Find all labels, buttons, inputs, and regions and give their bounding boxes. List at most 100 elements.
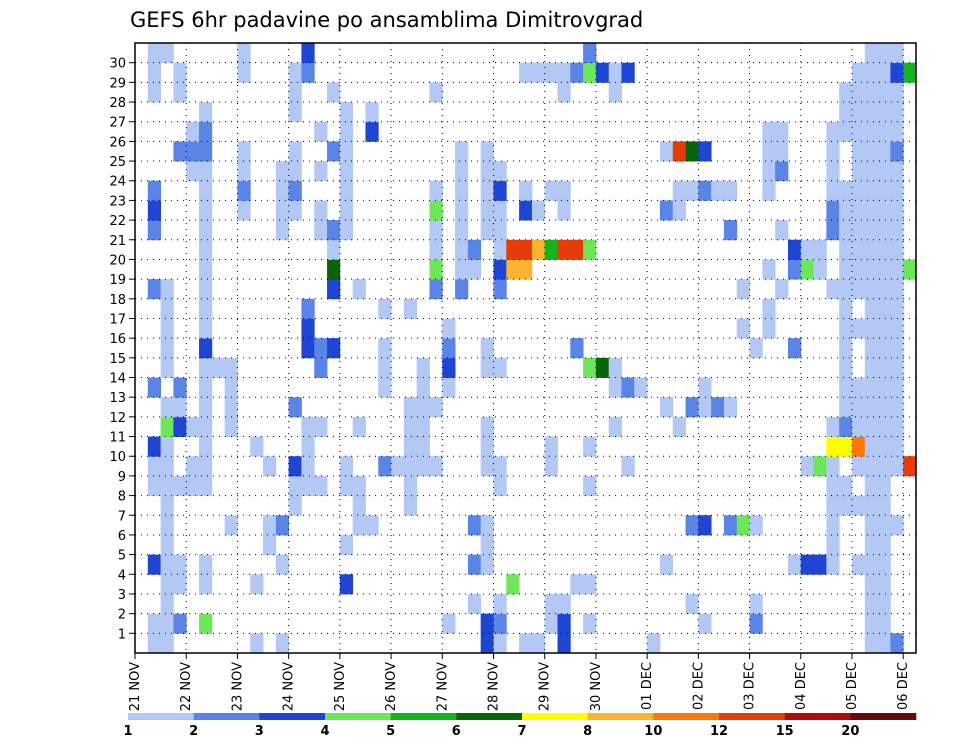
heatmap-cell xyxy=(250,574,264,595)
heatmap-cell xyxy=(199,141,213,162)
heatmap-cell xyxy=(199,279,213,300)
heatmap-cell xyxy=(890,377,904,398)
heatmap-cell xyxy=(839,200,853,221)
x-tick-label: 23 NOV xyxy=(230,662,245,711)
heatmap-cell xyxy=(864,239,878,260)
heatmap-cell xyxy=(813,554,827,575)
y-tick-label: 4 xyxy=(118,568,126,583)
heatmap-cell xyxy=(147,180,161,201)
heatmap-cell xyxy=(365,121,379,142)
heatmap-cell xyxy=(301,338,315,359)
heatmap-cell xyxy=(429,259,443,280)
heatmap-cell xyxy=(173,574,187,595)
heatmap-cell xyxy=(467,554,482,575)
y-tick-label: 15 xyxy=(109,352,126,367)
heatmap-cell xyxy=(877,633,891,654)
heatmap-cell xyxy=(160,515,174,536)
heatmap-cell xyxy=(339,574,354,595)
heatmap-cell xyxy=(365,102,379,123)
heatmap-cell xyxy=(877,121,891,142)
heatmap-cell xyxy=(263,456,277,477)
heatmap-cell xyxy=(147,62,161,83)
heatmap-cell xyxy=(877,554,891,575)
heatmap-cell xyxy=(327,82,341,103)
y-tick-label: 1 xyxy=(118,627,126,642)
heatmap-cell xyxy=(608,62,622,83)
heatmap-cell xyxy=(749,338,763,359)
heatmap-cell xyxy=(634,377,648,398)
heatmap-cell xyxy=(826,220,840,241)
heatmap-cell xyxy=(570,338,584,359)
heatmap-cell xyxy=(890,279,904,300)
heatmap-cell xyxy=(583,436,597,457)
heatmap-cell xyxy=(288,475,302,496)
heatmap-cell xyxy=(301,318,315,339)
heatmap-cell xyxy=(839,475,853,496)
x-tick-label: 28 NOV xyxy=(486,662,501,711)
heatmap-cell xyxy=(147,554,161,575)
y-tick-label: 3 xyxy=(118,588,126,603)
heatmap-cell xyxy=(416,357,430,378)
heatmap-cell xyxy=(147,613,161,634)
y-tick-label: 11 xyxy=(109,431,126,446)
heatmap-cell xyxy=(160,416,174,437)
heatmap-cell xyxy=(429,456,443,477)
legend-label: 8 xyxy=(583,724,592,739)
y-tick-label: 22 xyxy=(109,214,126,229)
heatmap-cell xyxy=(314,475,328,496)
heatmap-cell xyxy=(301,475,315,496)
heatmap-cell xyxy=(160,298,174,319)
heatmap-cell xyxy=(864,161,878,182)
heatmap-cell xyxy=(314,220,328,241)
heatmap-cell xyxy=(519,239,533,260)
heatmap-cell xyxy=(723,397,738,418)
chart-title: GEFS 6hr padavine po ansamblima Dimitrov… xyxy=(130,8,643,32)
heatmap-cell xyxy=(429,279,443,300)
heatmap-cell xyxy=(839,259,853,280)
heatmap-cell xyxy=(339,180,354,201)
heatmap-cell xyxy=(301,43,315,64)
heatmap-cell xyxy=(199,554,213,575)
heatmap-cell xyxy=(621,456,635,477)
heatmap-cell xyxy=(890,43,904,64)
heatmap-cell xyxy=(480,200,494,221)
heatmap-cell xyxy=(685,141,699,162)
heatmap-cell xyxy=(672,416,686,437)
heatmap-cell xyxy=(531,239,546,260)
heatmap-cell xyxy=(416,416,430,437)
legend-label: 4 xyxy=(320,724,329,739)
y-tick-label: 12 xyxy=(109,411,126,426)
heatmap-cell xyxy=(442,377,456,398)
heatmap-cell xyxy=(672,200,686,221)
heatmap-cell xyxy=(147,436,161,457)
heatmap-cell xyxy=(851,318,866,339)
heatmap-cell xyxy=(877,534,891,556)
heatmap-cell xyxy=(224,377,238,398)
heatmap-cell xyxy=(314,416,328,437)
heatmap-cell xyxy=(493,259,507,280)
heatmap-cell xyxy=(352,495,366,516)
heatmap-cell xyxy=(583,574,597,595)
heatmap-cell xyxy=(263,515,277,536)
heatmap-cell xyxy=(378,456,392,477)
heatmap-cell xyxy=(813,456,827,477)
heatmap-cell xyxy=(455,200,469,221)
heatmap-cell xyxy=(455,161,469,182)
heatmap-cell xyxy=(288,141,302,162)
heatmap-cell xyxy=(685,180,699,201)
heatmap-cell xyxy=(851,495,866,516)
heatmap-cell xyxy=(416,377,430,398)
legend-swatch xyxy=(193,713,260,720)
heatmap-cell xyxy=(557,200,571,221)
heatmap-cell xyxy=(557,180,571,201)
heatmap-cell xyxy=(775,279,789,300)
heatmap-cell xyxy=(519,62,533,83)
y-tick-label: 23 xyxy=(109,194,126,209)
legend-label: 7 xyxy=(517,724,526,739)
heatmap-cell xyxy=(557,613,571,634)
heatmap-cell xyxy=(480,180,494,201)
heatmap-cell xyxy=(749,593,763,615)
heatmap-cell xyxy=(480,456,494,477)
heatmap-cell xyxy=(826,279,840,300)
heatmap-cell xyxy=(173,377,187,398)
